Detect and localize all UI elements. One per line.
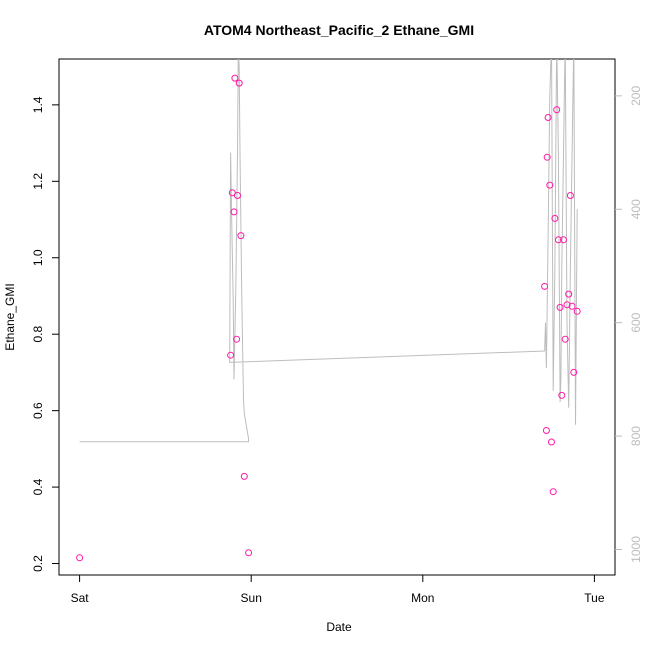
data-point — [556, 303, 564, 311]
data-point — [233, 335, 241, 343]
data-point — [230, 208, 238, 216]
y-tick-label: 0.6 — [31, 402, 45, 419]
data-point — [542, 427, 550, 434]
y-axis-label: Ethane_GMI — [3, 283, 17, 350]
x-tick-label: Sat — [71, 591, 90, 605]
y-right-tick-label: 400 — [629, 199, 643, 219]
data-point — [235, 79, 243, 87]
y-tick-label: 1.4 — [31, 96, 45, 113]
data-point — [563, 301, 571, 309]
data-point — [546, 181, 554, 189]
data-point — [554, 236, 562, 244]
y-right-tick-label: 1000 — [629, 536, 643, 563]
data-point — [237, 232, 245, 240]
x-tick-label: Mon — [411, 591, 434, 605]
y-axis: 0.2 0.4 0.6 0.8 1.0 1.2 1.4 — [31, 96, 59, 572]
data-point — [227, 351, 235, 359]
data-point — [553, 106, 561, 114]
data-point — [245, 549, 253, 557]
x-axis-label: Date — [326, 620, 352, 634]
data-point — [231, 74, 239, 82]
data-point — [558, 391, 566, 399]
data-point — [76, 554, 84, 562]
data-point — [548, 438, 555, 446]
data-point — [561, 335, 569, 343]
data-point — [549, 488, 557, 496]
pressure-line-layer — [79, 59, 578, 443]
pressure-line — [79, 59, 578, 443]
data-point — [234, 192, 241, 199]
y-tick-label: 1.2 — [31, 173, 45, 190]
data-point — [240, 472, 248, 480]
data-point — [544, 114, 552, 121]
data-point — [566, 192, 574, 199]
data-point — [570, 368, 578, 376]
y-axis-right: 200 400 600 800 1000 — [615, 86, 643, 563]
y-tick-label: 0.2 — [31, 555, 45, 572]
data-point — [573, 307, 581, 315]
x-axis: Sat Sun Mon Tue — [71, 574, 605, 605]
data-point — [568, 302, 576, 310]
y-tick-label: 0.4 — [31, 478, 45, 495]
data-point — [543, 153, 551, 161]
data-points — [76, 74, 581, 562]
data-point — [541, 282, 549, 290]
y-tick-label: 1.0 — [31, 249, 45, 266]
y-tick-label: 0.8 — [31, 326, 45, 343]
x-tick-label: Sun — [241, 591, 262, 605]
y-right-tick-label: 600 — [629, 312, 643, 332]
data-point — [560, 236, 567, 244]
chart-title: ATOM4 Northeast_Pacific_2 Ethane_GMI — [204, 22, 474, 38]
y-right-tick-label: 800 — [629, 426, 643, 446]
data-point — [551, 214, 559, 222]
y-right-tick-label: 200 — [629, 86, 643, 106]
data-point — [565, 290, 573, 298]
x-tick-label: Tue — [584, 591, 605, 605]
plot-frame — [58, 58, 616, 576]
